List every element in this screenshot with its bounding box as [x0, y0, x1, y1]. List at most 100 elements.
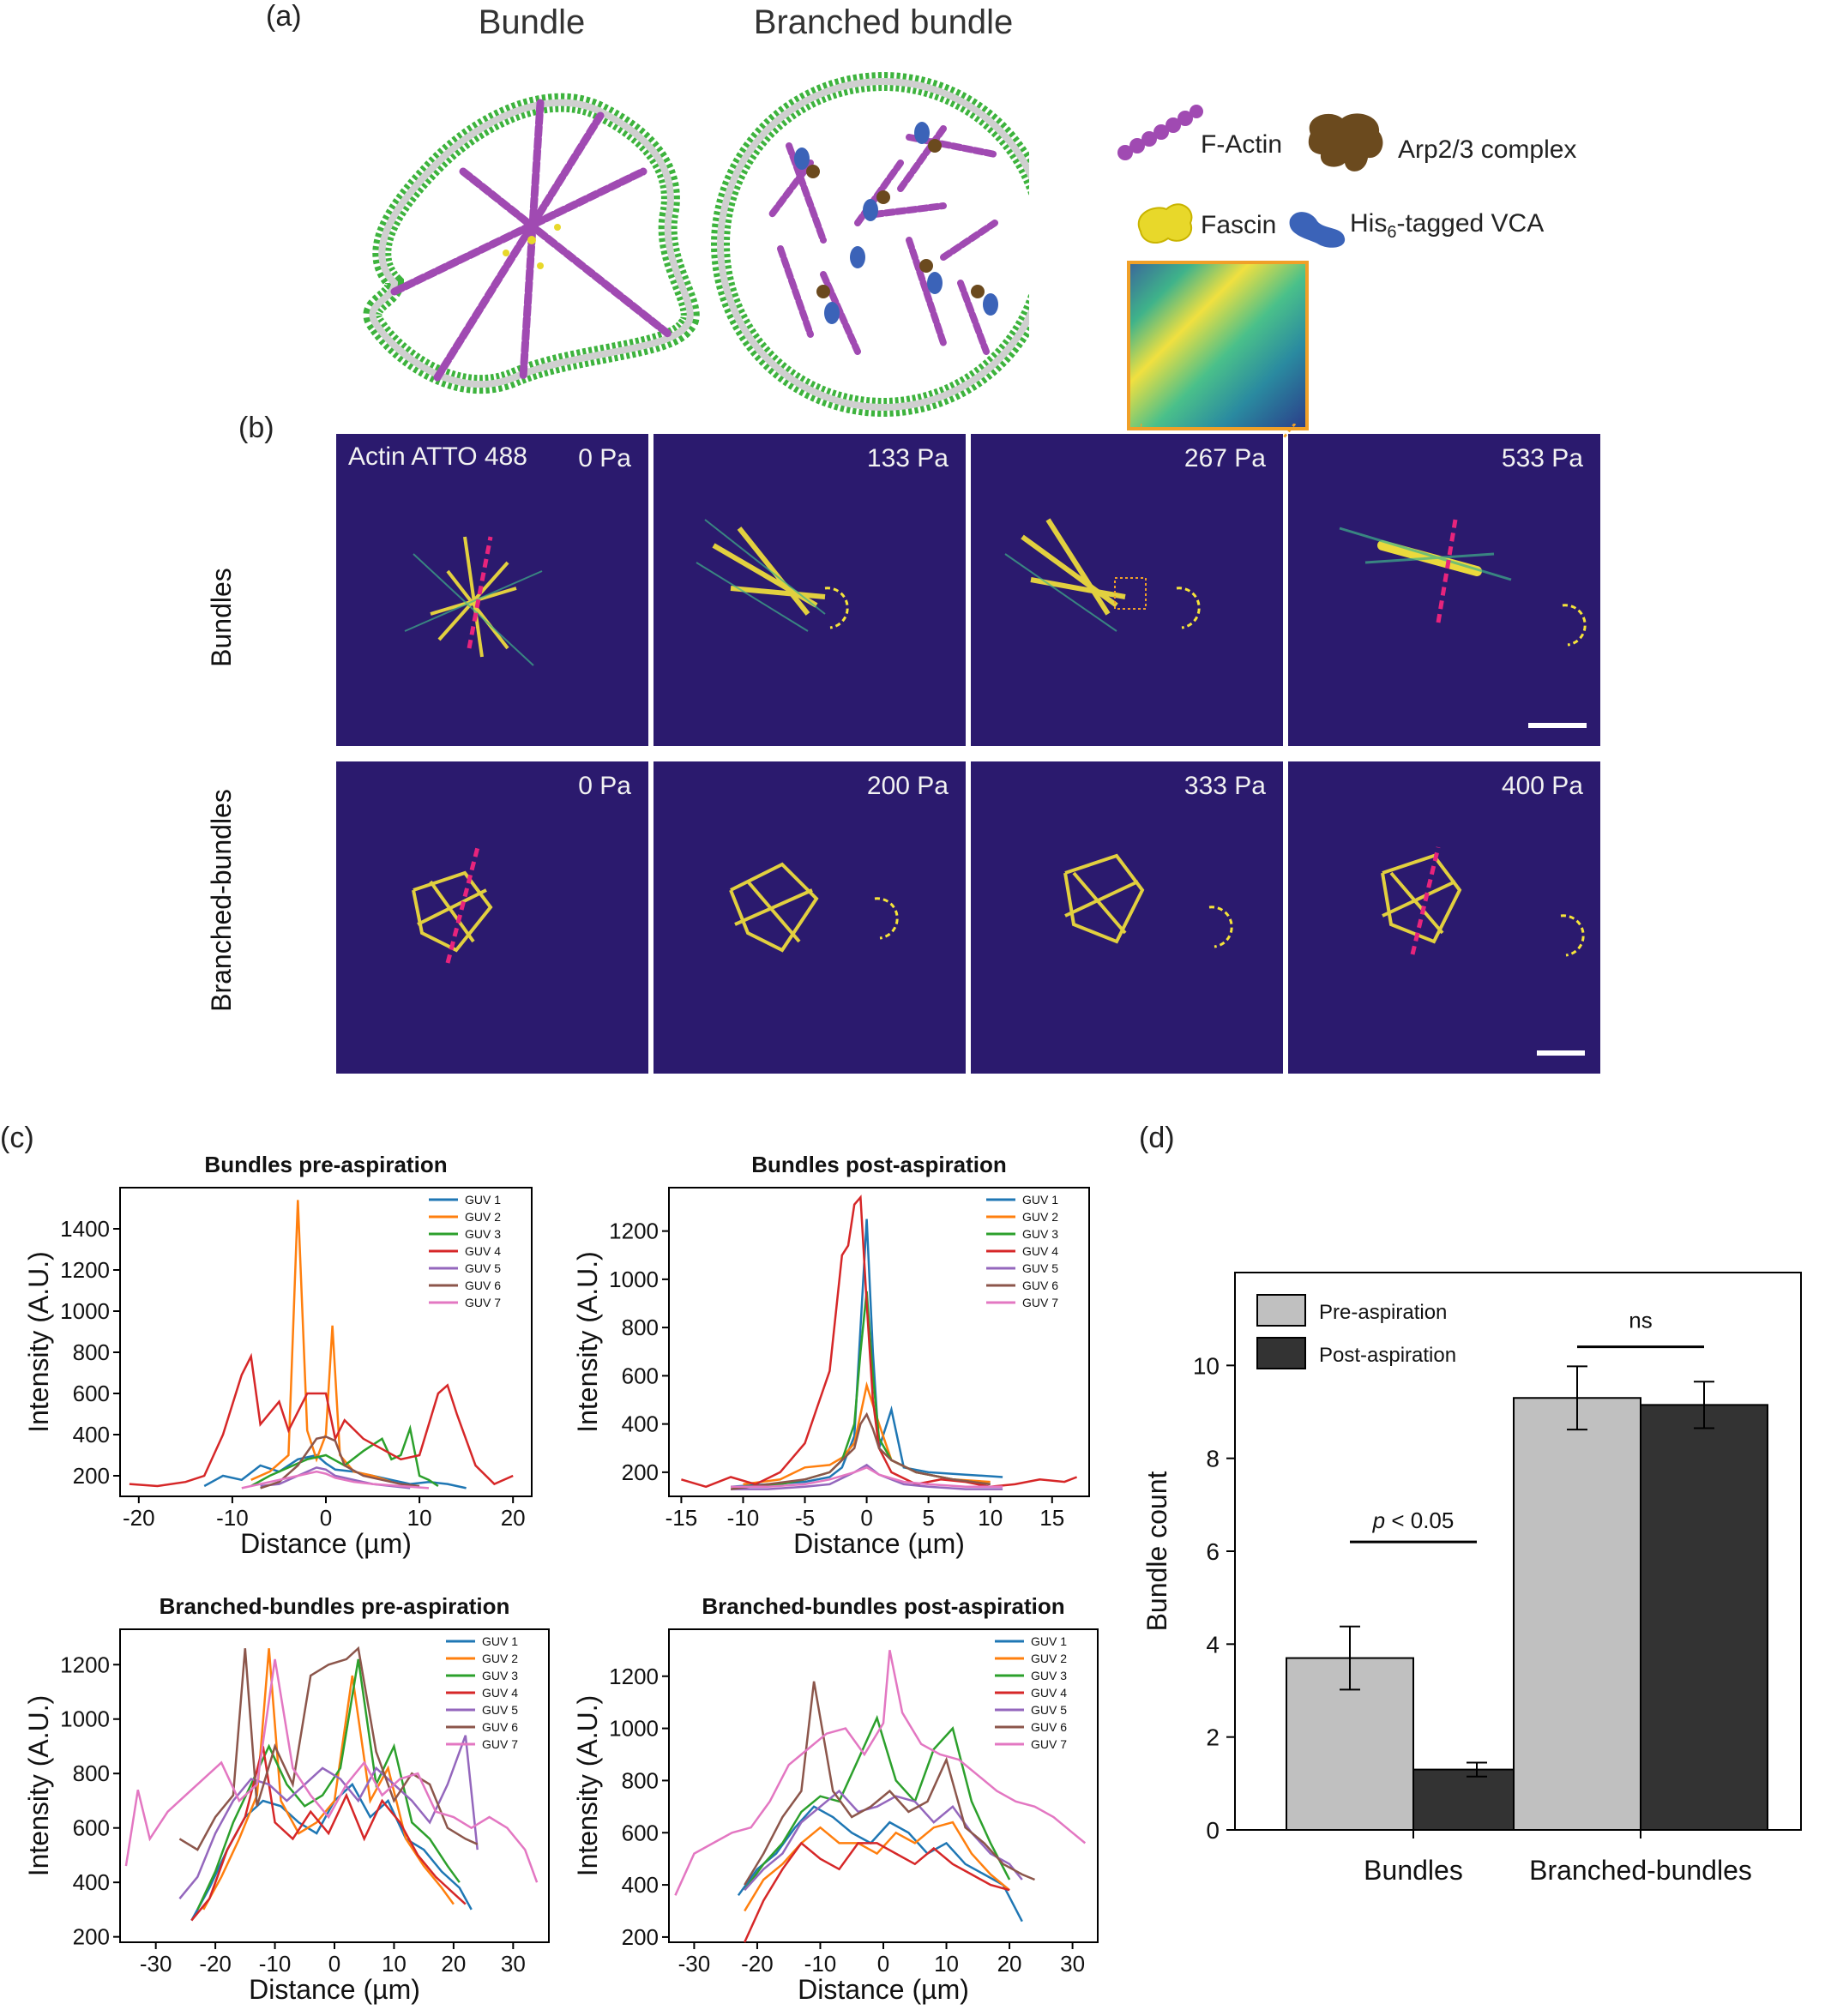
x-tick-label: -15 — [666, 1505, 698, 1531]
micrograph-bundles-3: 267 Pa — [971, 434, 1283, 746]
series-line-7 — [674, 1650, 1087, 1896]
series-line-5 — [731, 1463, 1003, 1490]
y-tick-label: 10 — [1193, 1352, 1220, 1379]
y-tick-label: 600 — [73, 1381, 110, 1406]
x-axis-label: Distance (µm) — [249, 1974, 420, 2005]
x-tick-label: 10 — [407, 1505, 432, 1531]
legend-label-4: GUV 4 — [1031, 1686, 1067, 1700]
panel-label-d: (d) — [1139, 1122, 1175, 1154]
legend-label-5: GUV 5 — [482, 1703, 518, 1717]
y-tick-label: 8 — [1206, 1446, 1220, 1472]
series-line-6 — [744, 1681, 1035, 1886]
legend-label-6: GUV 6 — [1022, 1279, 1058, 1292]
branched-bundle-title: Branched bundle — [753, 3, 1014, 41]
legend-label-4: GUV 4 — [465, 1244, 501, 1258]
pressure-label: 133 Pa — [866, 444, 949, 472]
series-line-2 — [250, 1200, 392, 1483]
pressure-label: 267 Pa — [1184, 444, 1266, 472]
x-axis-label: Distance (µm) — [793, 1528, 965, 1559]
arp-complex-icon — [1308, 113, 1383, 172]
series-line-4 — [744, 1841, 1010, 1943]
chart-branched-pre: Branched-bundles pre-aspiration -30 -20 -10… — [9, 1578, 566, 2016]
x-tick-label: Branched-bundles — [1529, 1855, 1752, 1886]
series-line-7 — [731, 1465, 1003, 1489]
x-tick-label: 10 — [934, 1951, 959, 1977]
x-tick-label: -10 — [259, 1951, 292, 1977]
x-tick-label: 0 — [877, 1951, 889, 1977]
y-tick-label: 600 — [622, 1363, 659, 1388]
legend-swatch-pre-aspiration — [1256, 1294, 1306, 1327]
ns-label: ns — [1629, 1308, 1652, 1333]
series-line-2 — [743, 1381, 991, 1486]
legend-label-pre-aspiration: Pre-aspiration — [1319, 1301, 1447, 1324]
pressure-label: 0 Pa — [578, 772, 631, 800]
series-line-7 — [124, 1658, 539, 1883]
legend-label-4: GUV 4 — [482, 1686, 518, 1700]
y-axis-label: Intensity (A.U.) — [23, 1251, 54, 1433]
series-line-1 — [737, 1805, 1023, 1923]
x-tick-label: 0 — [320, 1505, 332, 1531]
series-line-1 — [731, 1219, 1003, 1489]
bar-pre-aspiration-1 — [1513, 1397, 1641, 1831]
y-tick-label: 1200 — [609, 1664, 659, 1689]
x-axis-label: Distance (µm) — [798, 1974, 969, 2005]
plot-frame — [668, 1187, 1090, 1497]
series-line-6 — [730, 1411, 991, 1490]
y-tick-label: 4 — [1206, 1631, 1220, 1658]
f-actin-icon — [1117, 105, 1203, 160]
bar-post-aspiration-1 — [1640, 1404, 1768, 1831]
y-tick-label: 200 — [73, 1924, 110, 1950]
y-tick-label: 800 — [73, 1760, 110, 1786]
y-axis-label: Intensity (A.U.) — [572, 1251, 603, 1433]
series-line-1 — [203, 1453, 467, 1489]
x-axis-label: Distance (µm) — [240, 1528, 412, 1559]
row-label-branched: Branched-bundles — [206, 789, 237, 1012]
y-axis-label: Intensity (A.U.) — [572, 1695, 603, 1877]
x-tick-label: 0 — [328, 1951, 340, 1977]
arp-complex-label: Arp2/3 complex — [1398, 135, 1577, 164]
y-tick-label: 800 — [622, 1767, 659, 1793]
legend-label-3: GUV 3 — [465, 1227, 501, 1241]
y-tick-label: 200 — [622, 1459, 659, 1485]
fascin-icon — [1137, 203, 1193, 244]
bundle-vesicle-illustration — [363, 93, 700, 394]
chart-branched-post: Branched-bundles post-aspiration -30 -20 -1… — [566, 1578, 1123, 2016]
micrograph-bundles-1: Actin ATTO 488 0 Pa — [336, 434, 648, 746]
x-tick-label: -10 — [216, 1505, 249, 1531]
chart-bundles-pre: Bundles pre-aspiration -20 -10 0 10 20 200 400 6… — [9, 1136, 549, 1578]
significance-label: p < 0.05 — [1372, 1507, 1455, 1533]
legend-label-7: GUV 7 — [1022, 1296, 1058, 1309]
chart-title: Branched-bundles post-aspiration — [702, 1593, 1064, 1619]
panel-label-b: (b) — [238, 412, 274, 444]
micrograph-bundles-2: 133 Pa — [654, 434, 966, 746]
y-axis-label: Intensity (A.U.) — [23, 1695, 54, 1877]
vca-icon — [1289, 212, 1346, 248]
series-line-2 — [202, 1648, 455, 1911]
bundle-title: Bundle — [478, 3, 586, 41]
channel-label: Actin ATTO 488 — [348, 442, 527, 471]
pressure-label: 0 Pa — [578, 444, 631, 472]
schematic-illustration — [363, 72, 1029, 417]
series-line-4 — [681, 1195, 1078, 1489]
legend-label-3: GUV 3 — [1031, 1669, 1067, 1682]
y-tick-label: 600 — [622, 1820, 659, 1845]
vca-label: His6-tagged VCA — [1350, 209, 1545, 242]
legend-swatch-post-aspiration — [1256, 1337, 1306, 1369]
x-tick-label: 20 — [501, 1505, 526, 1531]
legend-label-4: GUV 4 — [1022, 1244, 1058, 1258]
y-tick-label: 1200 — [60, 1257, 110, 1283]
legend-label-5: GUV 5 — [1022, 1261, 1058, 1275]
x-tick-label: -10 — [727, 1505, 760, 1531]
series-line-3 — [196, 1658, 461, 1911]
fascin-label: Fascin — [1201, 211, 1277, 239]
y-tick-label: 1400 — [60, 1216, 110, 1242]
x-tick-label: -30 — [678, 1951, 711, 1977]
chart-bundle-count: 0 2 4 6 8 10 Bundle count Bundles Branched-bundl… — [1115, 1252, 1818, 2011]
legend-label-2: GUV 2 — [465, 1210, 501, 1224]
y-tick-label: 400 — [73, 1422, 110, 1447]
series-line-2 — [744, 1820, 1010, 1912]
series-line-6 — [260, 1435, 420, 1489]
series-line-6 — [178, 1646, 479, 1851]
pressure-label: 400 Pa — [1501, 772, 1583, 800]
series-line-4 — [190, 1746, 467, 1922]
